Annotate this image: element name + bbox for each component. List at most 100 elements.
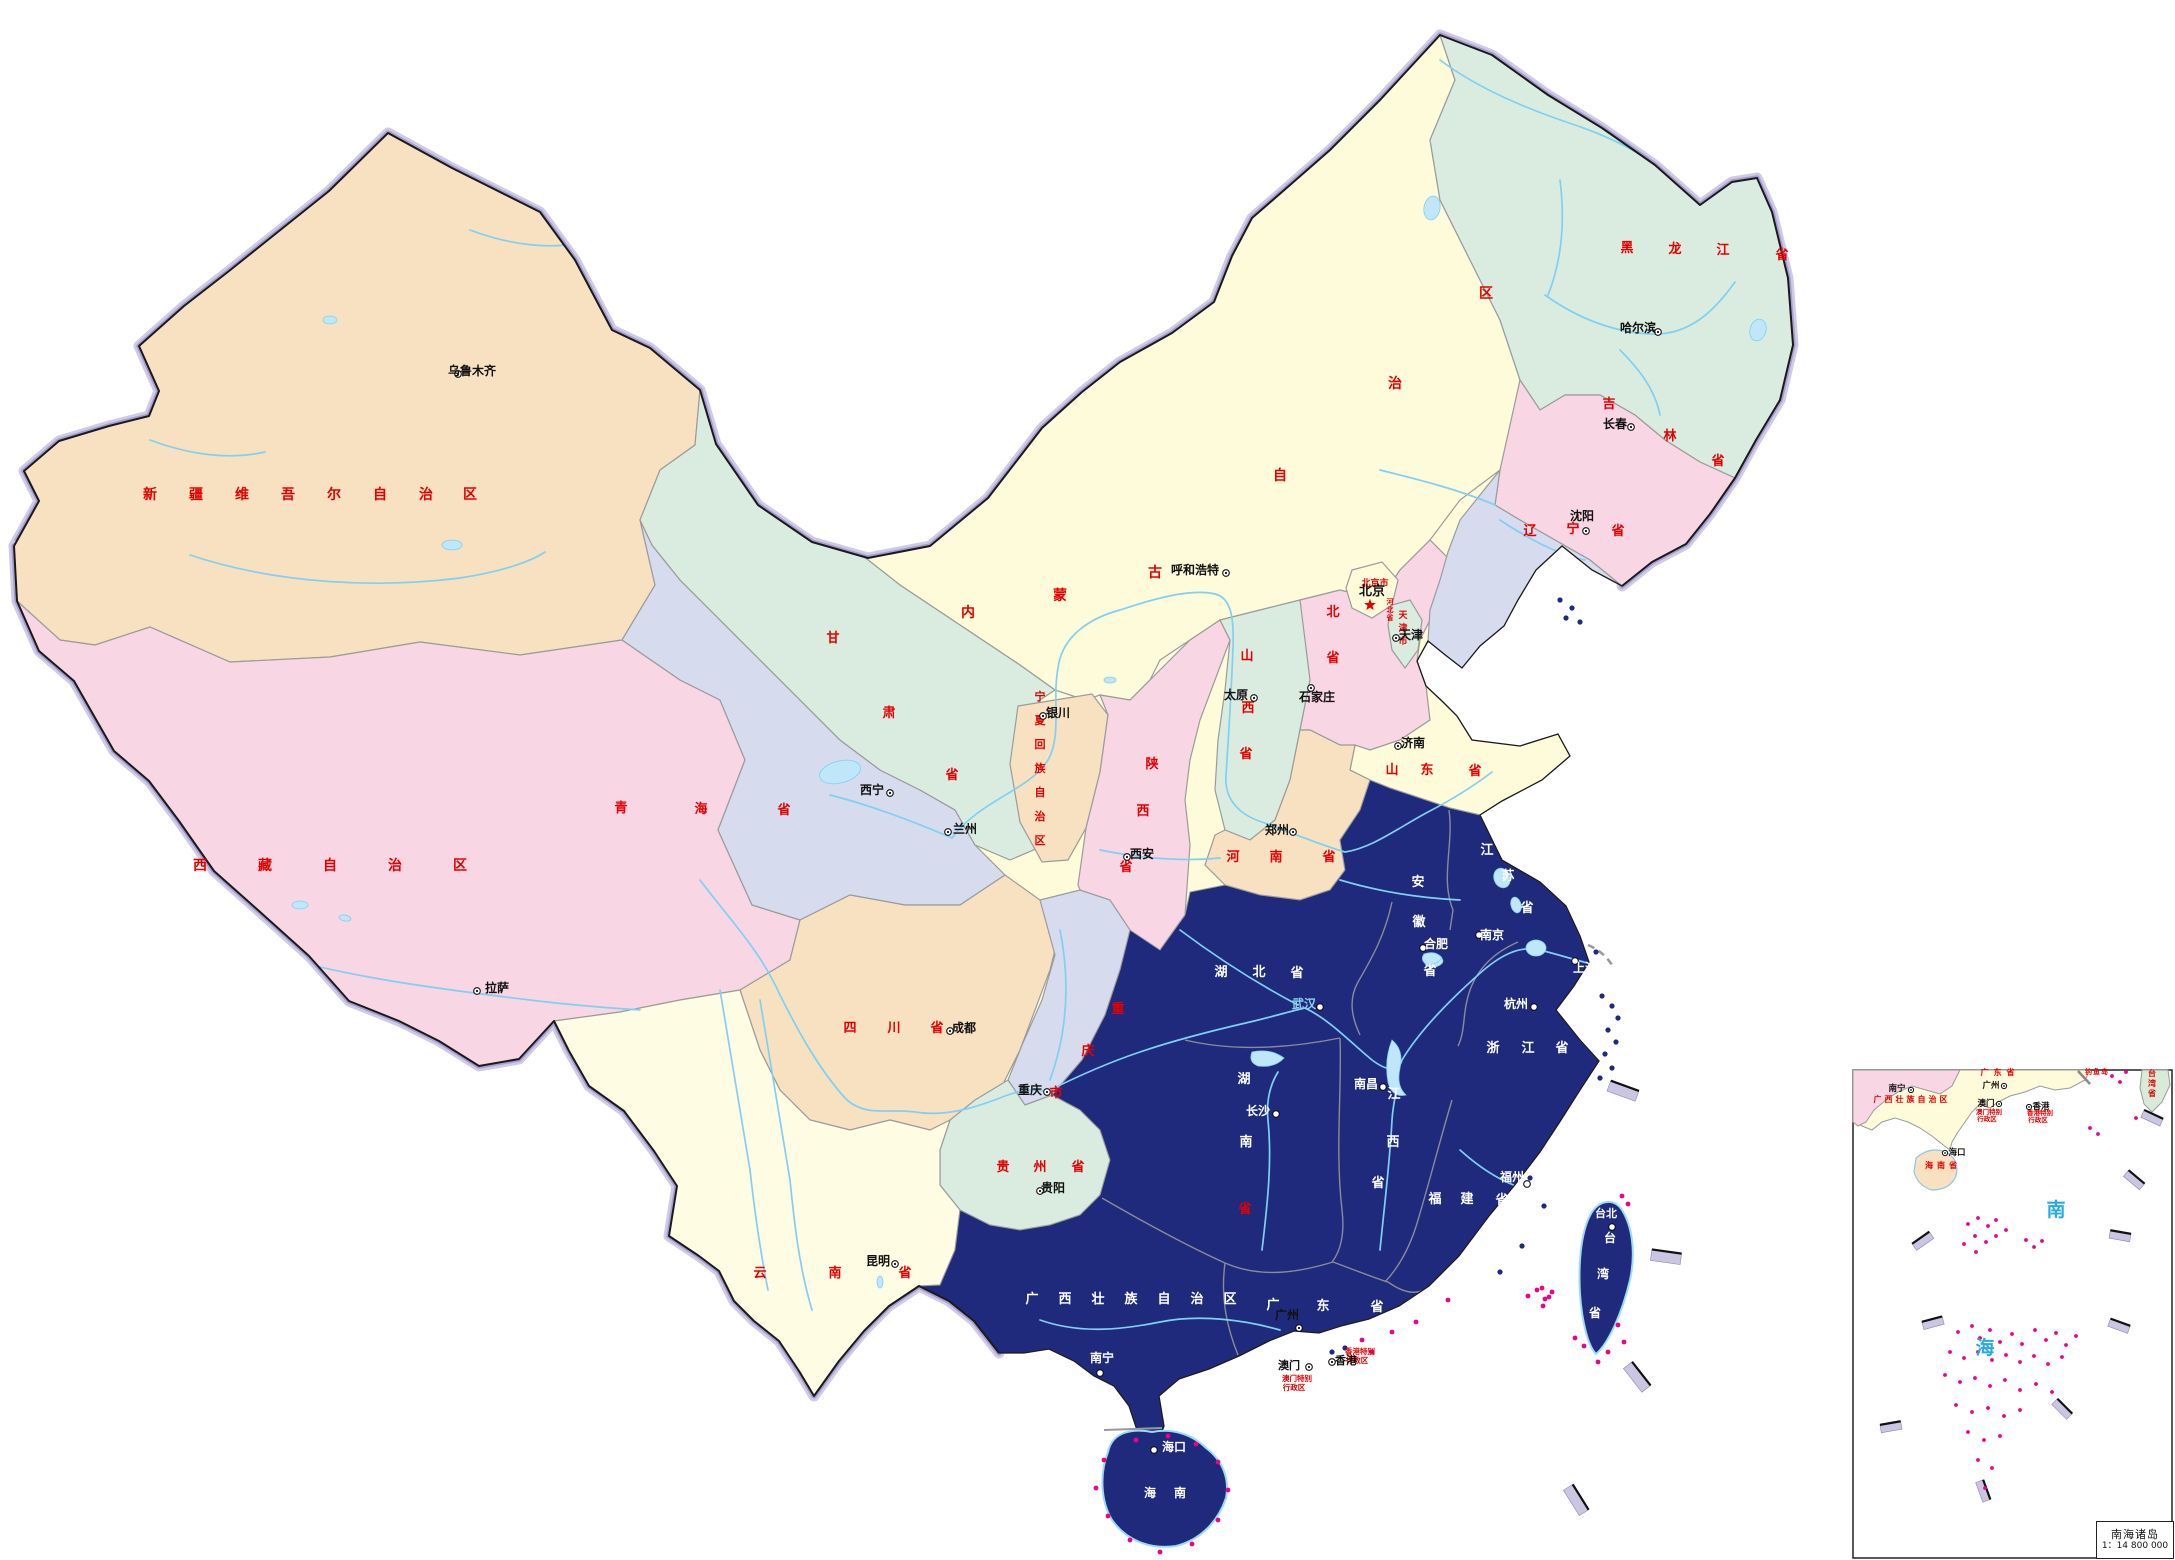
inset-island-dot xyxy=(1986,1224,1990,1228)
inset-island-dot xyxy=(2032,1245,2036,1249)
province-label-jiangxi-char: 西 xyxy=(1386,1135,1399,1150)
city-澳门: 澳门 xyxy=(1278,1358,1313,1372)
sea-boundary-dash xyxy=(1921,1315,1945,1330)
city-广州: 广州 xyxy=(1275,1307,1303,1332)
capital-dot-icon xyxy=(1330,1360,1334,1364)
city-成都: 成都 xyxy=(946,1020,976,1035)
province-label-shandong: 山东省 xyxy=(1385,762,1481,779)
lake-0 xyxy=(819,759,861,785)
inset-island-dot xyxy=(2044,1338,2048,1342)
capital-dot-icon xyxy=(1629,425,1633,429)
inset-island-dot xyxy=(2018,1408,2022,1412)
svg-text:广东省: 广东省 xyxy=(1981,1067,2020,1077)
province-label-shaanxi: 陕西省 xyxy=(1118,756,1159,875)
province-label-qinghai-char: 青 xyxy=(614,800,627,816)
inset-island-dot xyxy=(1983,1486,1987,1490)
sea-boundary-dash xyxy=(2140,1108,2164,1127)
province-label-shaanxi-char: 省 xyxy=(1118,859,1132,875)
land-border xyxy=(13,34,1794,587)
island-dot-magenta xyxy=(1189,1541,1195,1547)
city-marker-icon xyxy=(1096,1369,1104,1377)
province-label-xinjiang-char: 尔 xyxy=(327,486,341,503)
city-长春: 长春 xyxy=(1603,416,1635,431)
inset-red-label-3: 台湾省 xyxy=(2147,1068,2156,1098)
inset-border xyxy=(1852,1069,2173,1559)
city-label: 上海 xyxy=(1573,960,1597,975)
province-label-guizhou-char: 省 xyxy=(1070,1159,1084,1175)
island-dot-magenta xyxy=(1369,1349,1375,1355)
city-呼和浩特: 呼和浩特 xyxy=(1171,562,1230,577)
province-label-hunan_sheng_red-char: 省 xyxy=(1237,1201,1251,1217)
island-dot-magenta xyxy=(1581,1343,1587,1349)
province-label-hubei-char: 北 xyxy=(1252,965,1265,980)
capital-dot-icon xyxy=(946,830,950,834)
inset-island-dot xyxy=(2118,1080,2122,1084)
inset-city-南宁: 南宁 xyxy=(1888,1083,1915,1094)
inset-island-dot xyxy=(2024,1238,2028,1242)
island-dot-magenta xyxy=(1105,1513,1111,1519)
city-label: 贵阳 xyxy=(1041,1180,1065,1195)
province-label-hunan_sheng_red: 省 xyxy=(1237,1201,1251,1217)
island-dot-magenta xyxy=(1165,1433,1171,1439)
city-label: 济南 xyxy=(1401,735,1425,750)
province-label-guangxi-char: 区 xyxy=(1223,1292,1236,1307)
province-label-shanxi: 山西省 xyxy=(1238,648,1254,762)
inset-island-dot xyxy=(2002,1414,2006,1418)
inset-island-dot xyxy=(2033,1328,2037,1332)
province-label-guangxi-char: 族 xyxy=(1124,1291,1138,1307)
province-label-sichuan: 四川省 xyxy=(843,1020,943,1036)
svg-text:省: 省 xyxy=(2147,1088,2156,1098)
capital-dot-icon xyxy=(1309,686,1313,690)
island-dot-magenta xyxy=(1389,1329,1395,1335)
inset-island-dot xyxy=(2020,1342,2024,1346)
province-label-jiangsu-char: 苏 xyxy=(1501,868,1514,884)
city-label: 西宁 xyxy=(860,782,884,797)
svg-text:北: 北 xyxy=(1387,605,1394,614)
inset-island-dot xyxy=(1948,1350,1952,1354)
province-label-taiwan-char: 省 xyxy=(1588,1305,1601,1320)
inset-island-dot xyxy=(2034,1382,2038,1386)
province-label-hainan-char: 南 xyxy=(1174,1485,1186,1500)
svg-text:澳门特别: 澳门特别 xyxy=(1282,1373,1312,1383)
province-label-xizang-char: 自 xyxy=(323,857,337,874)
city-label: 天津 xyxy=(1399,627,1423,642)
city-杭州: 杭州 xyxy=(1504,996,1538,1011)
province-label-hunan-char: 南 xyxy=(1239,1134,1252,1150)
province-label-guangxi-char: 西 xyxy=(1058,1292,1071,1307)
city-天津: 天津 xyxy=(1392,627,1423,642)
lake-11 xyxy=(322,315,338,325)
svg-text:台: 台 xyxy=(2148,1068,2156,1078)
city-南昌: 南昌 xyxy=(1354,1076,1387,1091)
city-label: 澳门 xyxy=(1278,1358,1300,1372)
province-label-xinjiang-char: 新 xyxy=(143,486,157,503)
city-marker-icon xyxy=(1316,1003,1324,1011)
province-label-guangdong-char: 东 xyxy=(1316,1298,1329,1314)
island-dot-magenta xyxy=(1549,1289,1555,1295)
province-label-shanxi-char: 省 xyxy=(1238,746,1252,762)
province-label-chongqing: 重庆市 xyxy=(1049,1001,1124,1101)
lake-15 xyxy=(1422,952,1443,965)
province-label-yunnan-char: 南 xyxy=(828,1265,841,1281)
island-dot-navy xyxy=(1527,1175,1533,1181)
island-dot-magenta xyxy=(1605,1349,1611,1355)
inset-island-dot xyxy=(1978,1336,1982,1340)
province-label-shaanxi-char: 陕 xyxy=(1145,756,1159,772)
island-dot-magenta xyxy=(1359,1337,1365,1343)
city-合肥: 合肥 xyxy=(1419,936,1448,952)
capital-dot-icon xyxy=(475,989,479,993)
inset-red-label-6: 行政区 xyxy=(1976,1114,1997,1123)
city-银川: 银川 xyxy=(1039,705,1070,720)
island-dot-magenta xyxy=(1157,1549,1163,1555)
inset-gray-slash xyxy=(2077,1070,2091,1085)
sea-boundary-dash xyxy=(2107,1317,2131,1334)
province-label-liaoning-char: 省 xyxy=(1610,523,1624,539)
island-dot-navy xyxy=(1602,1051,1608,1057)
inset-map-nanhai: 广西壮族自治区广东省海南省台湾省钓鱼岛澳门特别行政区香港特别行政区南宁 广州澳门香… xyxy=(1852,1067,2173,1559)
island-dot-magenta xyxy=(1539,1285,1545,1291)
island-dot-magenta xyxy=(1445,1297,1451,1303)
island-dot-navy xyxy=(1609,1003,1615,1009)
lake-3 xyxy=(1493,867,1511,889)
province-label-heilongjiang-char: 省 xyxy=(1774,247,1788,263)
island-dot-magenta xyxy=(1621,1339,1627,1345)
province-label-hunan-char: 湖 xyxy=(1237,1072,1250,1087)
